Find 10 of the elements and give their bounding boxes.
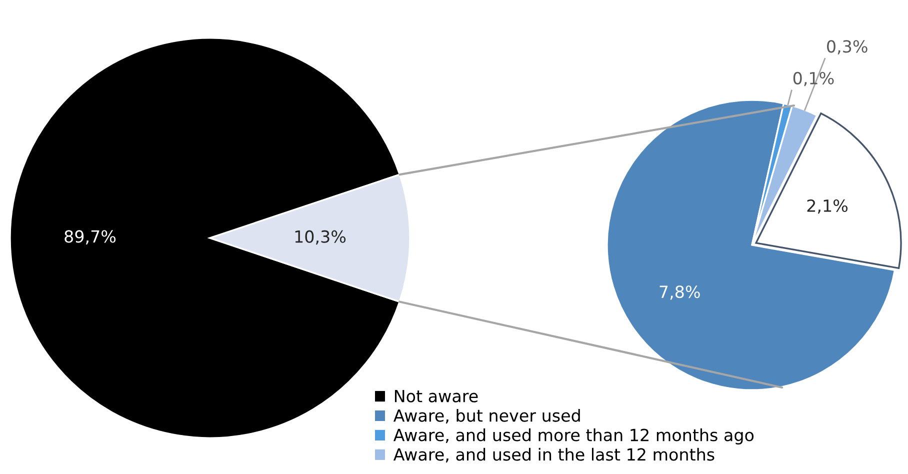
data-label: 7,8% [660, 285, 700, 300]
legend-label: Aware, and used in the last 12 months [393, 448, 714, 462]
data-label: 89,7% [64, 230, 116, 244]
data-label: 10,3% [295, 230, 346, 245]
legend-label: Aware, but never used [393, 408, 580, 424]
data-label: 2,1% [807, 199, 848, 214]
legend-label: Not aware [394, 390, 478, 402]
legend-label: Aware, and used more than 12 months ago [393, 428, 754, 445]
data-label: 0,1% [793, 72, 834, 86]
data-label: 0,3% [827, 40, 868, 54]
